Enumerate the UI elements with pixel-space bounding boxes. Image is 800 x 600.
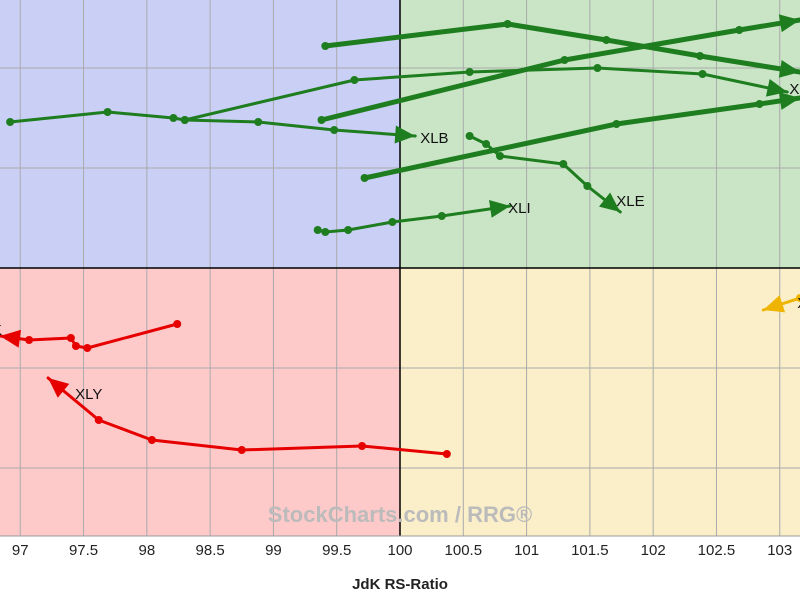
tail-point [330,126,339,134]
series-label: X [789,81,799,98]
x-tick-label: 99 [265,542,282,559]
arrow-head [765,79,788,97]
arrow-head [763,295,786,313]
tail-point [442,450,451,458]
tail-point [735,26,744,34]
series-label: XLE [616,193,644,210]
watermark: StockCharts.com / RRG® [268,502,532,527]
tail-point [360,174,369,182]
tail-point [237,446,246,454]
quadrant-improving [0,0,400,268]
tail-line [46,376,449,456]
tail-point [350,76,359,84]
tail-line [0,322,179,350]
tail-point [317,116,326,124]
tail-point [612,120,621,128]
tail-line [319,17,800,123]
tail-point [503,20,512,28]
tail-point [103,108,112,116]
x-tick-label: 98.5 [196,542,225,559]
tail-point [313,226,322,234]
tail-point [94,416,103,424]
tail-point [465,132,474,140]
tail-point [147,436,156,444]
tail-line [362,95,800,181]
tail-point [696,52,704,60]
x-tick-label: 102.5 [698,542,736,559]
tail-point [583,182,592,190]
arrow-head [778,14,800,33]
tail-point [465,68,474,76]
tail-point [755,100,764,108]
quadrant-lagging [0,268,400,536]
x-tick-label: 101.5 [571,542,609,559]
arrow-head [489,199,511,218]
tail-point [169,114,178,122]
tail-point [593,64,602,72]
tail-point [437,212,446,220]
tail-point [496,152,504,160]
x-axis-label: JdK RS-Ratio [352,576,448,593]
arrow-head [0,329,22,348]
x-tick-label: 98 [138,542,155,559]
arrow-head [598,192,621,212]
x-tick-label: 97.5 [69,542,98,559]
arrow-head [778,92,800,110]
series-label: K [0,322,2,339]
tail-point [796,294,800,302]
quadrant-weakening [400,268,800,536]
tail-point [698,70,707,78]
tail-point [71,342,80,350]
arrow-head [48,378,70,398]
series-label: X [797,295,800,312]
arrow-head [394,125,416,144]
x-tick-label: 97 [12,542,29,559]
series-label: XLB [420,130,448,147]
tail-point [559,160,568,168]
arrow-head [778,59,800,78]
tail-point [25,336,34,344]
x-tick-label: 103 [767,542,792,559]
tail-point [344,226,353,234]
series-label: XLY [75,386,102,403]
tail-point [321,42,330,50]
tail-point [180,116,189,124]
series-label: XLI [508,200,531,217]
x-tick-label: 102 [641,542,666,559]
x-tick-label: 100 [387,542,412,559]
tail-point [173,320,182,328]
tail-point [358,442,367,450]
tail-point [602,36,611,44]
tail-point [66,334,75,342]
tail-point [83,344,92,352]
tail-point [388,218,397,226]
x-tick-label: 99.5 [322,542,351,559]
x-tick-label: 101 [514,542,539,559]
tail-point [6,118,15,126]
tail-point [321,228,330,236]
x-tick-label: 100.5 [445,542,483,559]
tail-point [254,118,263,126]
tail-point [560,56,569,64]
tail-point [482,140,491,148]
